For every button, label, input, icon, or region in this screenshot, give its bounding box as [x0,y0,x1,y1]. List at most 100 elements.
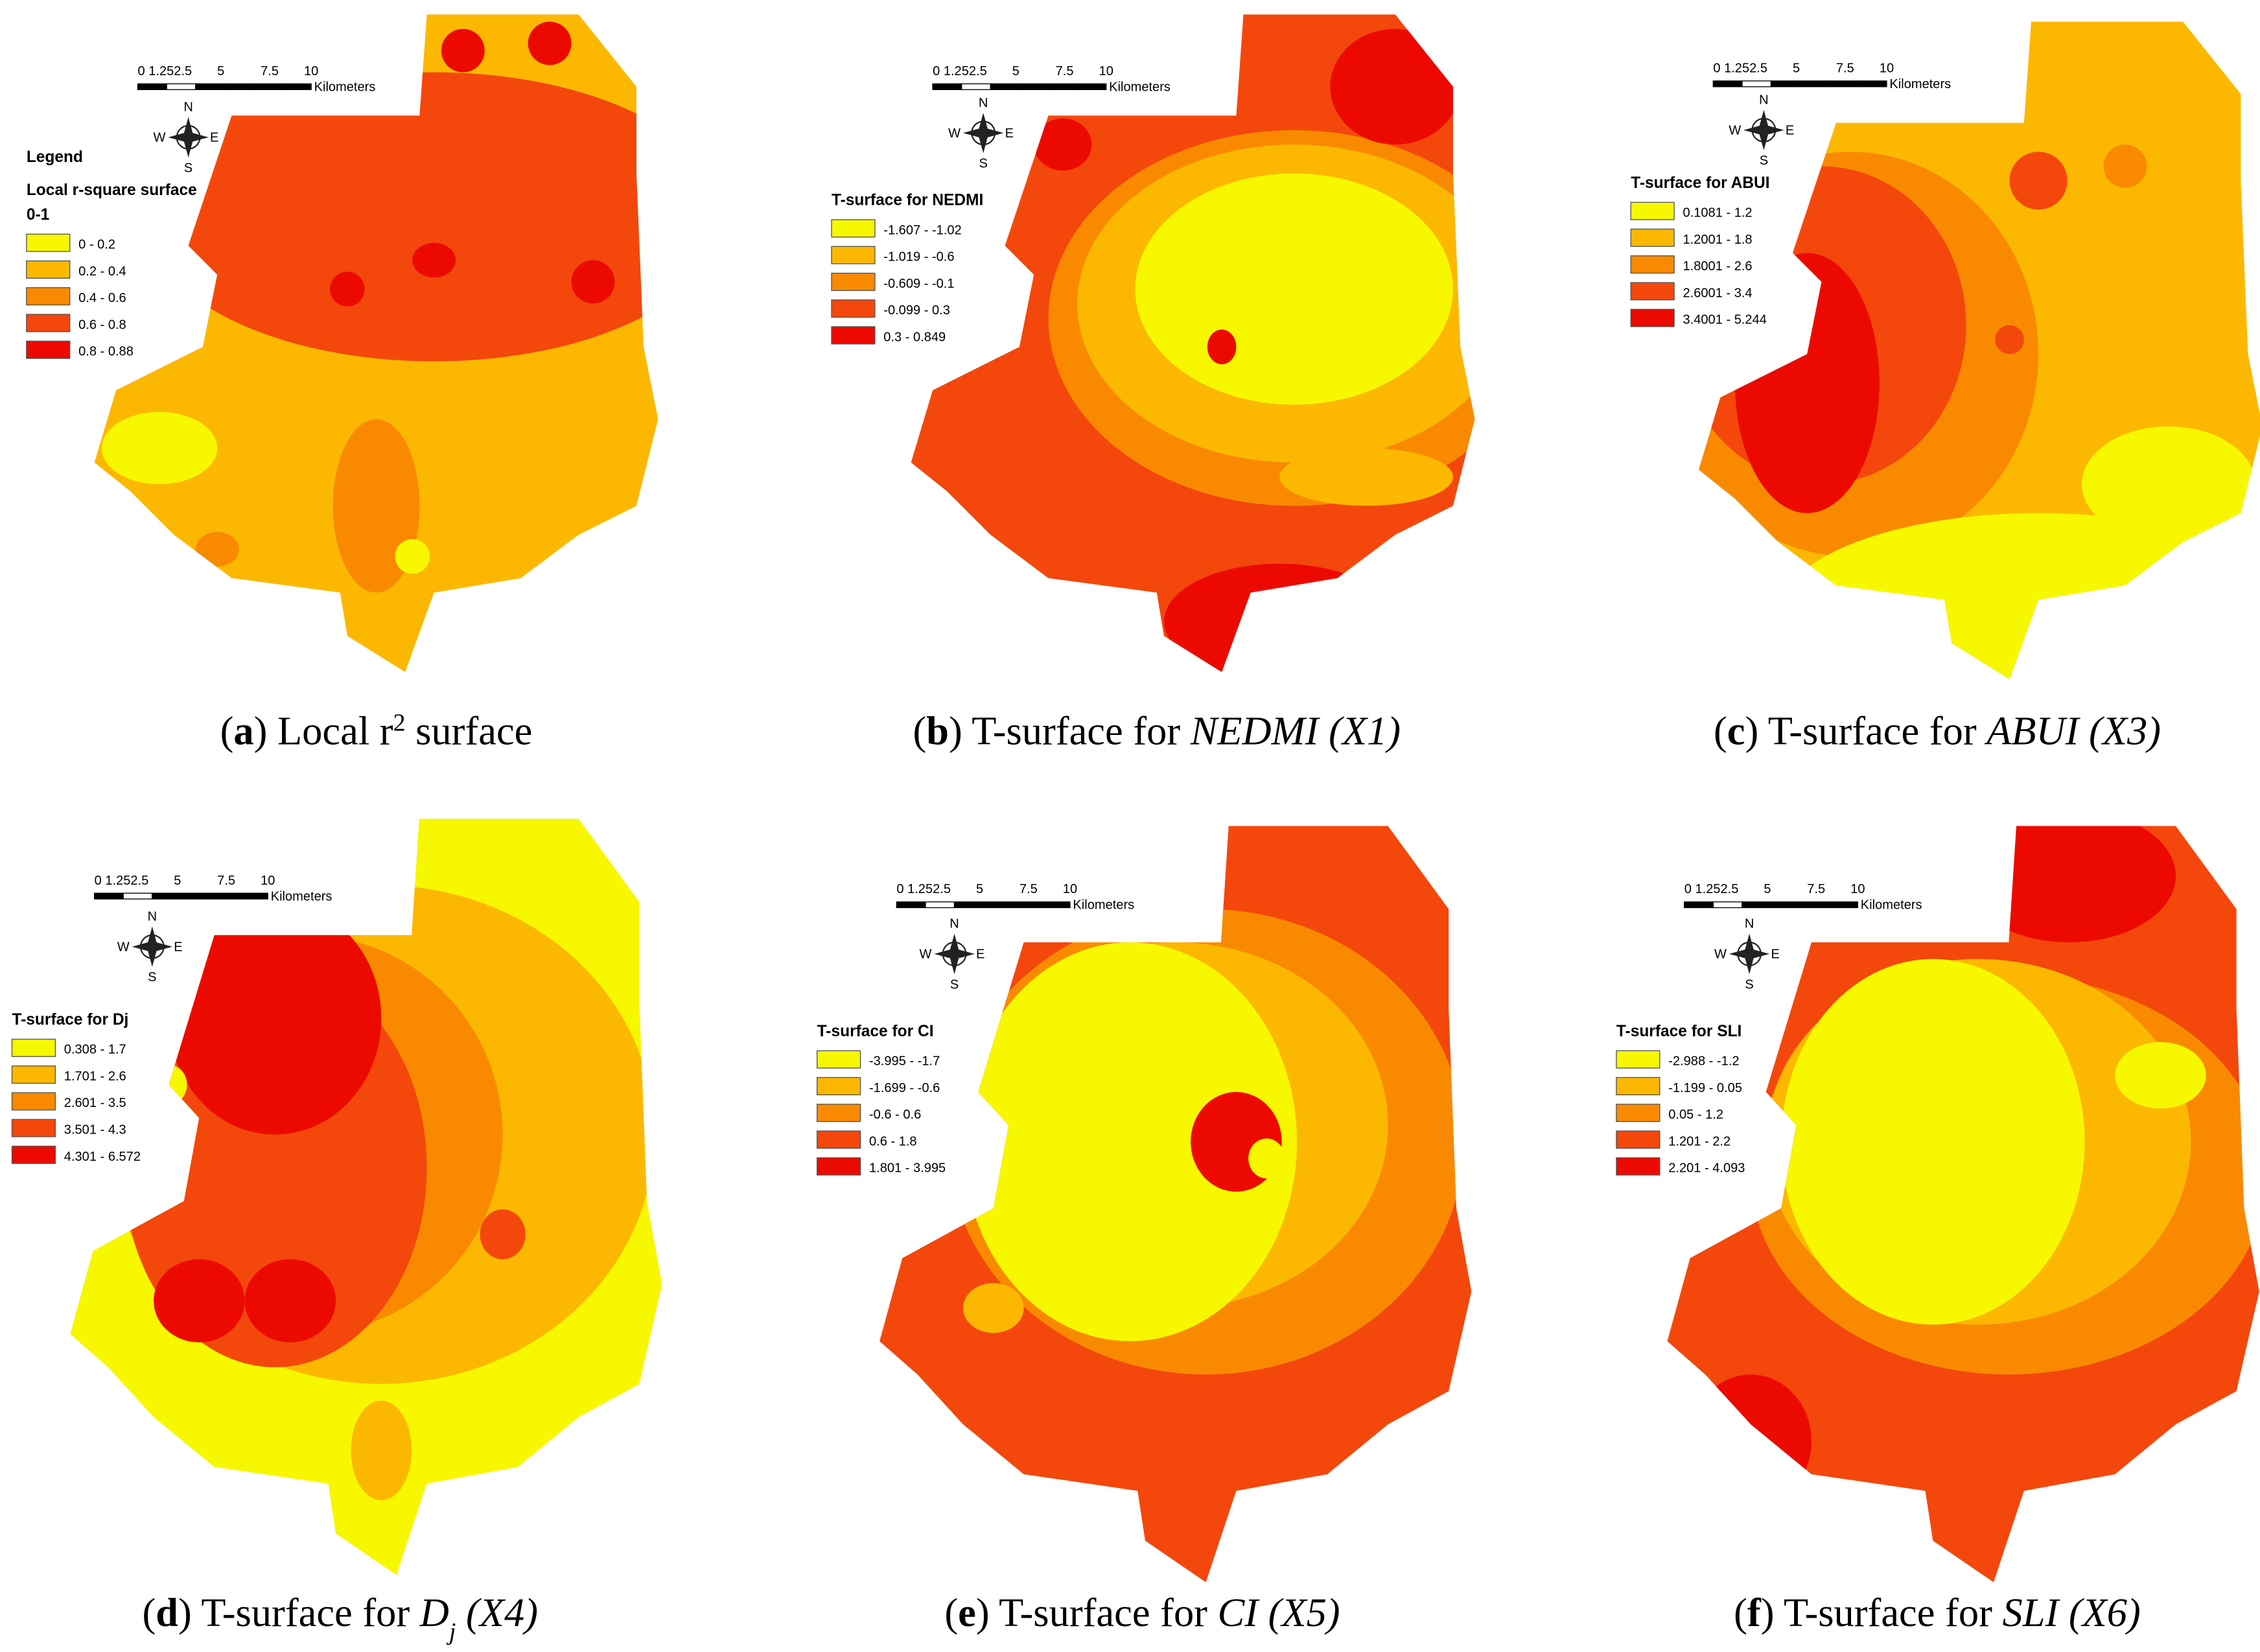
legend-swatch [11,1145,56,1164]
compass-letter: W [1729,123,1741,137]
map-fill [1699,21,2260,680]
scale-label: 7.5 [1836,62,1854,76]
scale-label: 5 [174,874,181,888]
surface-zone [2009,152,2068,210]
surface-zone [330,272,365,307]
scale-segment [961,83,991,90]
compass-ring [1737,941,1762,966]
map-panel: 0 1.252.5 5 7.5 10 Kilometers N E S W T-surface f… [1616,826,2259,1635]
legend-label: 2.601 - 3.5 [64,1096,126,1110]
surface-zone [571,260,615,304]
compass: N E S W [919,917,984,992]
scale-label: 0 1.252.5 [1684,882,1739,896]
legend-swatch [817,1130,861,1149]
surface-zone [1690,1374,1811,1507]
legend-label: 0.4 - 0.6 [78,291,126,305]
compass-letter: S [184,161,192,175]
legend-label: -1.019 - -0.6 [883,250,954,264]
legend: T-surface for CI -3.995 - -1.7 -1.699 - -0… [817,1023,946,1176]
legend-label: -1.607 - -1.02 [883,223,961,237]
compass: N E S W [1714,917,1780,992]
surface-zone [101,412,218,485]
legend-heading: Legend [27,148,83,166]
legend-label: 0.1081 - 1.2 [1683,206,1753,220]
legend-label: -2.988 - -1.2 [1668,1054,1739,1069]
scale-segment [990,83,1020,90]
compass-letter: E [174,940,182,954]
scale-label: 10 [304,64,318,78]
compass-letter: N [1759,93,1769,108]
legend-label: -0.6 - 0.6 [869,1108,921,1122]
caption-part: ( [913,708,926,753]
scale-label: 7.5 [1019,882,1038,896]
legend-swatch [817,1104,861,1123]
caption-part: ( [220,708,234,753]
legend-swatch [1630,228,1675,247]
scale-label: 0 1.252.5 [95,874,149,888]
compass-letter: W [948,126,961,141]
legend-swatch [26,314,71,332]
caption: (c) T-surface for ABUI (X3) [1714,708,2161,753]
legend-label: 1.2001 - 1.8 [1683,233,1753,247]
legend-label: -3.995 - -1.7 [869,1054,940,1069]
surface-zone [1279,448,1453,506]
map [70,819,662,1576]
surface-zone [1734,253,1880,513]
scale-unit: Kilometers [314,80,376,94]
scale-label: 7.5 [1056,64,1074,78]
legend-label: 2.201 - 4.093 [1668,1161,1745,1176]
surface-zone [962,942,1298,1342]
scale-label: 0 1.252.5 [896,882,951,896]
compass: N E S W [948,96,1014,171]
caption: (f) T-surface for SLI (X6) [1734,1590,2141,1635]
scale-segment [932,83,962,90]
compass-star [132,926,173,967]
legend-swatch [831,299,876,318]
surface-zone [962,1283,1024,1333]
legend-label: 0 - 0.2 [78,238,115,252]
scale-segment [152,892,182,900]
surface-zone [1253,340,1277,369]
scale-segment [925,901,955,909]
scale-label: 5 [1764,882,1771,896]
legend-label: 1.201 - 2.2 [1668,1134,1730,1148]
surface-zone [441,29,485,73]
legend-label: -0.099 - 0.3 [883,303,950,318]
scale-unit: Kilometers [1073,898,1134,913]
legend-label: -1.699 - -0.6 [869,1081,940,1095]
scale-label: 7.5 [217,874,235,888]
surface-zone [2115,1041,2206,1109]
scale-label: 10 [1063,882,1077,896]
scale-unit: Kilometers [1109,80,1171,94]
compass-letter: S [979,157,987,171]
legend-title: T-surface for ABUI [1631,174,1769,192]
scale-segment [195,83,226,90]
scale-segment [93,892,124,900]
caption-part: surface [406,708,533,753]
compass-letter: S [1745,977,1753,992]
compass-ring [176,124,201,150]
legend-label: 2.6001 - 3.4 [1683,286,1753,300]
compass-ring [1751,117,1777,143]
caption-part: (X4) [456,1590,538,1635]
compass-letter: S [1760,154,1768,168]
compass-letter: S [148,970,156,984]
compass-letter: S [950,977,959,992]
scale-label: 10 [261,874,275,888]
scale-label: 5 [217,64,224,78]
legend-swatch [11,1038,56,1057]
scale-segment [181,893,268,900]
surface-zone [351,1400,412,1500]
caption: (e) T-surface for CI (X5) [944,1590,1340,1635]
surface-zone [480,1209,526,1259]
scale-segment [1800,80,1887,87]
scale-label: 10 [1099,64,1113,78]
legend-title: T-surface for CI [817,1023,934,1040]
legend-title: T-surface for Dj [12,1011,129,1029]
caption: (a) Local r2 surface [220,708,533,753]
compass-letter: E [1786,123,1794,137]
scale-segment [1771,902,1858,908]
scale-segment [166,83,196,90]
surface-zone [2132,246,2176,290]
